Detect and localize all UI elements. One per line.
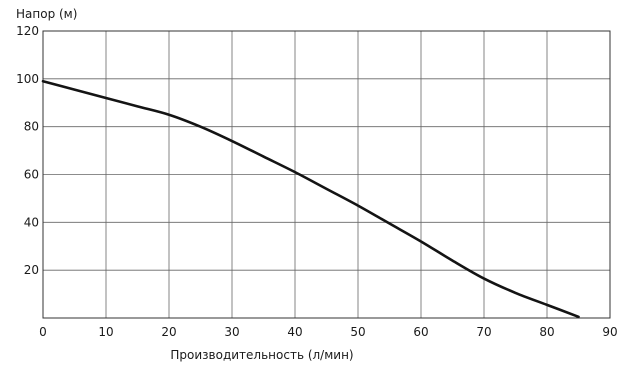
x-tick-label-30: 30 bbox=[224, 325, 239, 339]
x-tick-label-40: 40 bbox=[287, 325, 302, 339]
series-layer bbox=[41, 79, 580, 319]
y-tick-label-100: 100 bbox=[16, 72, 39, 86]
y-tick-label-20: 20 bbox=[24, 263, 39, 277]
x-axis-label: Производительность (л/мин) bbox=[170, 348, 353, 362]
x-tick-label-20: 20 bbox=[161, 325, 176, 339]
y-axis-label: Напор (м) bbox=[16, 7, 77, 21]
tick-labels: 0 10 20 30 40 50 60 70 80 90 20 40 60 80 100 120 bbox=[16, 24, 618, 339]
series-line-0 bbox=[41, 79, 580, 319]
plot-frame bbox=[42, 30, 611, 319]
y-tick-label-80: 80 bbox=[24, 120, 39, 134]
x-tick-label-80: 80 bbox=[539, 325, 554, 339]
y-tick-label-120: 120 bbox=[16, 24, 39, 38]
y-tick-label-60: 60 bbox=[24, 168, 39, 182]
x-tick-label-50: 50 bbox=[350, 325, 365, 339]
x-tick-label-70: 70 bbox=[476, 325, 491, 339]
grid bbox=[43, 31, 610, 318]
x-tick-label-10: 10 bbox=[98, 325, 113, 339]
x-tick-label-60: 60 bbox=[413, 325, 428, 339]
y-tick-label-40: 40 bbox=[24, 215, 39, 229]
x-tick-label-0: 0 bbox=[39, 325, 47, 339]
x-tick-label-90: 90 bbox=[602, 325, 617, 339]
